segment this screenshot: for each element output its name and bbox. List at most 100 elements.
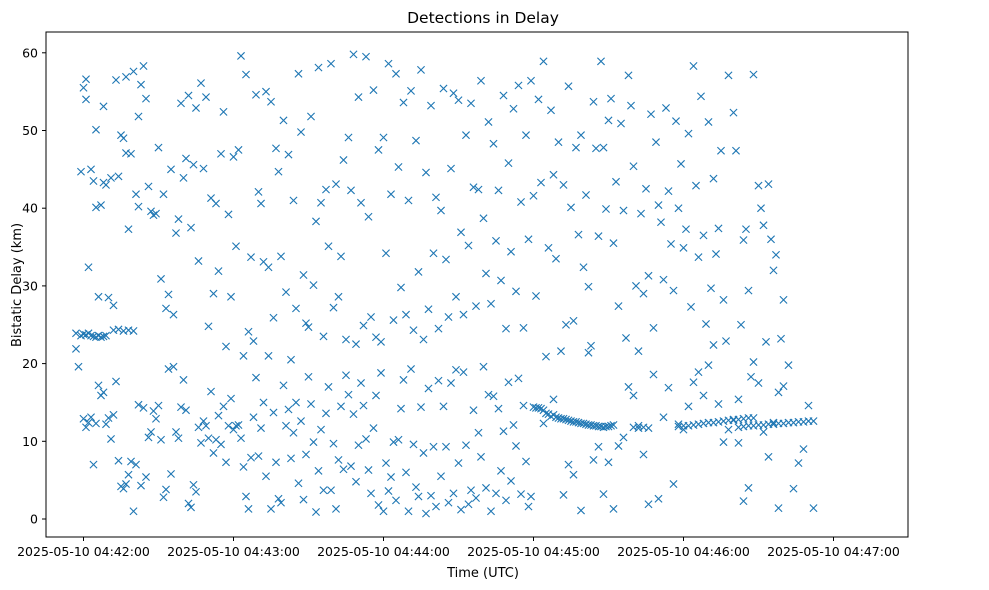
data-point: [464, 241, 473, 250]
data-point: [127, 149, 135, 158]
data-point: [102, 420, 110, 429]
data-point: [154, 401, 163, 410]
data-point: [477, 452, 485, 461]
data-point: [499, 427, 508, 436]
data-point: [517, 490, 525, 499]
data-point: [429, 442, 438, 451]
data-point: [239, 351, 248, 360]
data-point: [607, 421, 615, 430]
data-point: [102, 180, 110, 189]
data-point: [352, 340, 360, 349]
data-point: [269, 408, 278, 417]
data-point: [244, 504, 253, 513]
data-point: [664, 187, 673, 196]
data-point: [809, 504, 818, 513]
data-point: [607, 94, 615, 103]
data-point: [199, 164, 208, 173]
data-point: [694, 368, 703, 377]
data-point: [114, 456, 123, 465]
data-point: [397, 283, 405, 292]
data-point: [697, 92, 705, 101]
data-point: [89, 460, 98, 469]
data-point: [129, 507, 138, 516]
data-point: [357, 379, 365, 388]
data-point: [114, 325, 123, 334]
data-point: [799, 445, 808, 454]
data-point: [427, 491, 435, 500]
data-point: [399, 375, 408, 384]
data-point: [189, 160, 198, 169]
data-point: [334, 292, 343, 301]
data-point: [494, 186, 503, 195]
plot-area-frame: [45, 31, 909, 538]
data-point: [284, 405, 293, 414]
data-point: [97, 333, 105, 342]
data-point: [302, 450, 310, 459]
data-point: [564, 82, 573, 91]
data-point: [162, 485, 170, 494]
data-point: [522, 457, 530, 466]
data-point: [92, 419, 100, 428]
data-point: [194, 257, 203, 266]
data-point: [484, 390, 493, 399]
data-point: [559, 490, 568, 499]
data-point: [657, 218, 665, 227]
data-point: [764, 452, 773, 461]
data-point: [142, 94, 150, 103]
data-point: [684, 402, 693, 411]
data-point: [262, 472, 270, 481]
data-point: [377, 337, 385, 346]
data-point: [237, 434, 245, 443]
data-point: [504, 159, 513, 168]
data-point: [759, 427, 768, 436]
data-point: [462, 131, 470, 140]
data-point: [359, 401, 368, 410]
data-point: [412, 136, 420, 145]
data-point: [759, 221, 768, 230]
data-point: [707, 284, 715, 293]
data-point: [282, 421, 290, 430]
data-point: [307, 400, 315, 408]
data-point: [754, 379, 763, 388]
data-point: [332, 504, 340, 513]
data-point: [519, 401, 528, 410]
data-point: [354, 441, 363, 450]
data-point: [432, 502, 440, 511]
data-point: [499, 91, 508, 100]
data-point: [179, 375, 188, 384]
x-tick-label: 2025-05-10 04:42:00: [17, 544, 150, 559]
data-point: [404, 507, 413, 516]
data-point: [114, 172, 123, 181]
data-point: [732, 146, 740, 155]
data-point: [312, 217, 320, 226]
data-point: [537, 178, 545, 187]
data-point: [102, 331, 110, 340]
data-point: [217, 440, 225, 449]
data-point: [492, 489, 500, 498]
data-point: [404, 196, 413, 205]
data-point: [309, 281, 318, 290]
data-point: [654, 494, 663, 503]
data-point: [764, 180, 773, 189]
data-point: [472, 302, 480, 311]
data-point: [734, 438, 743, 447]
data-point: [614, 302, 623, 311]
data-point: [292, 304, 300, 313]
data-point: [87, 413, 95, 422]
data-point: [527, 492, 535, 501]
data-point: [414, 492, 423, 501]
data-point: [407, 86, 415, 95]
data-point: [172, 229, 180, 238]
data-point: [79, 414, 88, 423]
data-point: [467, 99, 475, 108]
data-point: [702, 319, 710, 328]
data-point: [684, 129, 693, 138]
data-point: [382, 459, 390, 468]
data-point: [612, 177, 620, 186]
data-point: [122, 480, 130, 489]
data-point: [87, 331, 95, 340]
data-point: [579, 419, 588, 428]
data-point: [277, 498, 285, 507]
data-point: [169, 310, 178, 319]
